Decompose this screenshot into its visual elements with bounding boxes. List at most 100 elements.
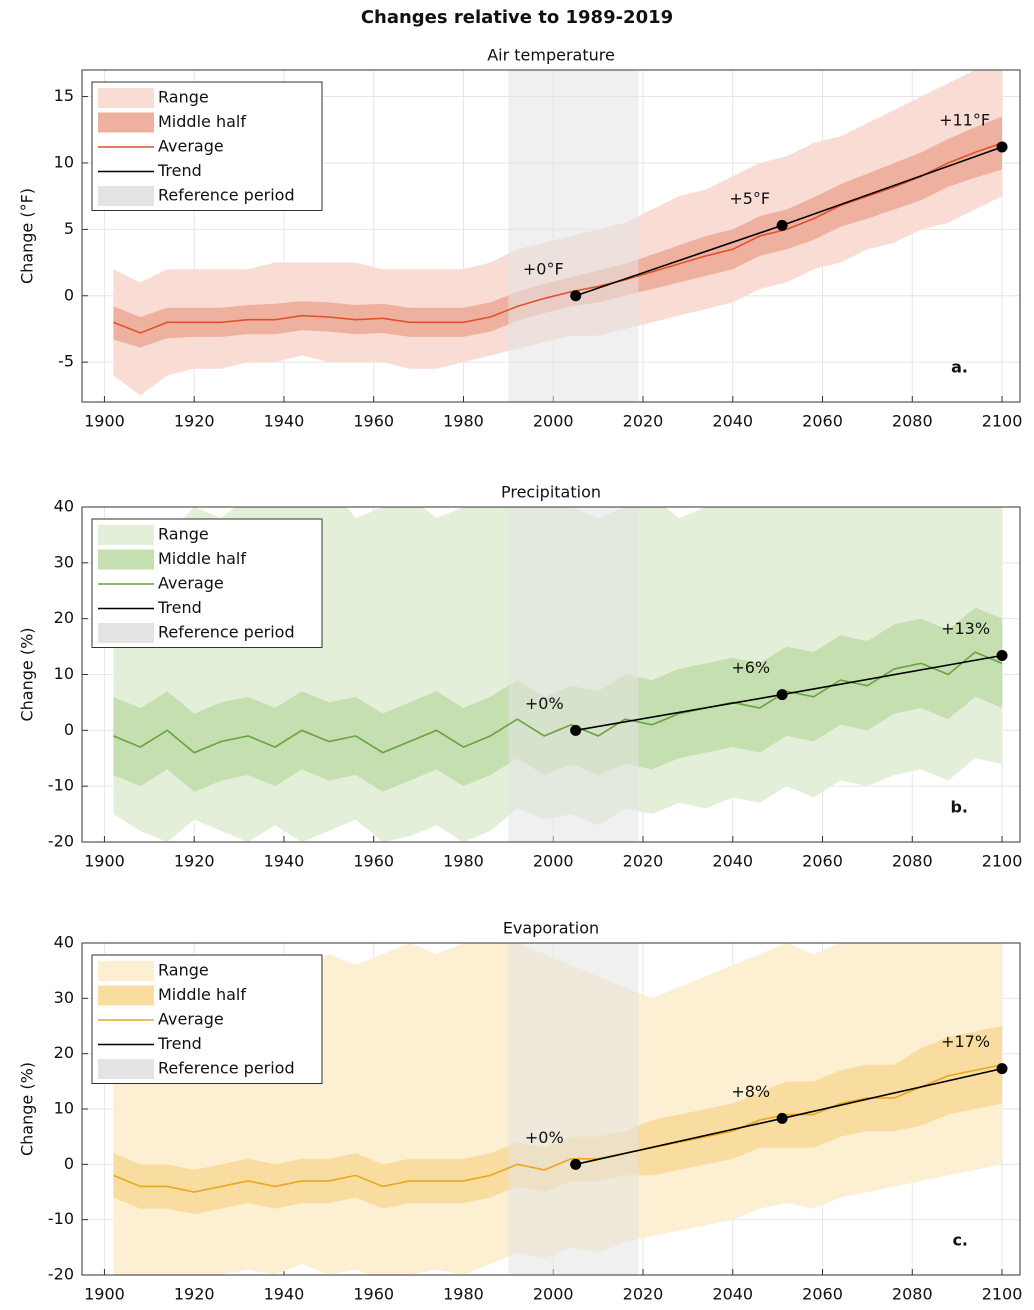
x-tick-label: 2100 bbox=[982, 1285, 1023, 1304]
legend-symbol bbox=[98, 623, 154, 643]
x-tick-label: 2080 bbox=[892, 1285, 933, 1304]
y-tick-label: -5 bbox=[58, 352, 74, 371]
x-tick-label: 1920 bbox=[174, 852, 215, 871]
y-tick-label: 0 bbox=[64, 720, 74, 739]
panel: Air temperature Change (°F) -5 0 5 10 15 1900 19… bbox=[18, 46, 1023, 431]
trend-point bbox=[570, 724, 582, 736]
x-tick-label: 2060 bbox=[802, 852, 843, 871]
y-tick-label: -20 bbox=[48, 1265, 74, 1284]
panel-title: Air temperature bbox=[487, 46, 615, 65]
y-axis-label: Change (%) bbox=[18, 627, 37, 721]
trend-label: +17% bbox=[941, 1032, 990, 1051]
x-tick-label: 1900 bbox=[84, 412, 125, 431]
plot-area bbox=[113, 70, 1003, 402]
y-tick-label: 10 bbox=[54, 664, 74, 683]
panel: Evaporation Change (%) -20 -10 0 10 20 30 40 1900… bbox=[18, 919, 1023, 1304]
y-tick-label: 0 bbox=[64, 285, 74, 304]
panel-label: b. bbox=[950, 798, 968, 817]
legend-symbol bbox=[98, 186, 154, 206]
y-tick-label: -10 bbox=[48, 776, 74, 795]
x-tick-label: 1960 bbox=[353, 412, 394, 431]
trend-label: +0% bbox=[525, 694, 564, 713]
x-tick-label: 1940 bbox=[264, 412, 305, 431]
legend-symbol bbox=[98, 985, 154, 1006]
x-tick-label: 2000 bbox=[533, 412, 574, 431]
x-tick-label: 1980 bbox=[443, 412, 484, 431]
x-tick-label: 1920 bbox=[174, 412, 215, 431]
y-tick-label: 5 bbox=[64, 219, 74, 238]
x-tick-label: 2080 bbox=[892, 412, 933, 431]
reference-period bbox=[508, 943, 639, 1275]
x-tick-label: 2060 bbox=[802, 412, 843, 431]
x-tick-label: 1980 bbox=[443, 852, 484, 871]
trend-label: +8% bbox=[731, 1082, 770, 1101]
x-tick-label: 2000 bbox=[533, 1285, 574, 1304]
x-tick-label: 2020 bbox=[623, 412, 664, 431]
y-tick-label: -10 bbox=[48, 1209, 74, 1228]
y-tick-label: 30 bbox=[54, 552, 74, 571]
y-tick-label: 20 bbox=[54, 608, 74, 627]
legend-label: Trend bbox=[157, 161, 202, 180]
x-tick-label: 2040 bbox=[712, 852, 753, 871]
legend-label: Range bbox=[158, 525, 209, 544]
trend-label: +0°F bbox=[523, 259, 564, 278]
y-tick-label: 15 bbox=[54, 86, 74, 105]
panel-label: c. bbox=[952, 1231, 968, 1250]
x-tick-label: 1940 bbox=[264, 852, 305, 871]
y-tick-label: 10 bbox=[54, 152, 74, 171]
reference-period bbox=[508, 507, 639, 842]
y-axis-label: Change (%) bbox=[18, 1062, 37, 1156]
average-line bbox=[113, 651, 1003, 754]
plot-frame bbox=[81, 506, 1021, 843]
trend-point bbox=[996, 1063, 1008, 1075]
trend-point bbox=[776, 219, 788, 231]
legend-label: Middle half bbox=[158, 985, 246, 1004]
x-tick-label: 2100 bbox=[982, 852, 1023, 871]
x-tick-label: 1960 bbox=[353, 1285, 394, 1304]
trend-point bbox=[776, 689, 788, 701]
trend-point bbox=[996, 141, 1008, 153]
figure-title: Changes relative to 1989-2019 bbox=[361, 7, 673, 28]
plot-frame bbox=[81, 942, 1021, 1276]
plot-frame bbox=[81, 69, 1021, 403]
trend-label: +5°F bbox=[729, 189, 770, 208]
y-tick-label: 10 bbox=[54, 1099, 74, 1118]
trend-point bbox=[776, 1112, 788, 1124]
legend-label: Reference period bbox=[158, 186, 295, 205]
x-tick-label: 2060 bbox=[802, 1285, 843, 1304]
y-tick-label: 0 bbox=[64, 1154, 74, 1173]
legend-symbol bbox=[98, 525, 154, 545]
x-tick-label: 2020 bbox=[623, 1285, 664, 1304]
legend-label: Middle half bbox=[158, 549, 246, 568]
x-tick-label: 2040 bbox=[712, 1285, 753, 1304]
average-line bbox=[113, 142, 1003, 334]
trend-point bbox=[570, 1158, 582, 1170]
y-tick-label: 40 bbox=[54, 933, 74, 952]
legend-label: Average bbox=[158, 137, 224, 156]
legend-label: Middle half bbox=[158, 112, 246, 131]
panel-label: a. bbox=[951, 358, 968, 377]
x-tick-label: 1940 bbox=[264, 1285, 305, 1304]
legend-symbol bbox=[98, 549, 154, 570]
y-tick-label: 20 bbox=[54, 1043, 74, 1062]
legend-label: Range bbox=[158, 961, 209, 980]
x-tick-label: 2080 bbox=[892, 852, 933, 871]
x-tick-label: 2020 bbox=[623, 852, 664, 871]
average-line bbox=[113, 1063, 1003, 1193]
x-tick-label: 1900 bbox=[84, 1285, 125, 1304]
trend-label: +0% bbox=[525, 1128, 564, 1147]
panel-title: Precipitation bbox=[501, 483, 601, 502]
x-tick-label: 1900 bbox=[84, 852, 125, 871]
x-tick-label: 1980 bbox=[443, 1285, 484, 1304]
x-tick-label: 2040 bbox=[712, 412, 753, 431]
y-tick-label: 30 bbox=[54, 988, 74, 1007]
legend-symbol bbox=[98, 88, 154, 108]
panel-title: Evaporation bbox=[503, 919, 599, 938]
legend-label: Average bbox=[158, 574, 224, 593]
plot-area bbox=[113, 507, 1003, 842]
y-axis-label: Change (°F) bbox=[18, 188, 37, 284]
legend-label: Reference period bbox=[158, 623, 295, 642]
y-tick-label: -20 bbox=[48, 832, 74, 851]
x-tick-label: 1920 bbox=[174, 1285, 215, 1304]
